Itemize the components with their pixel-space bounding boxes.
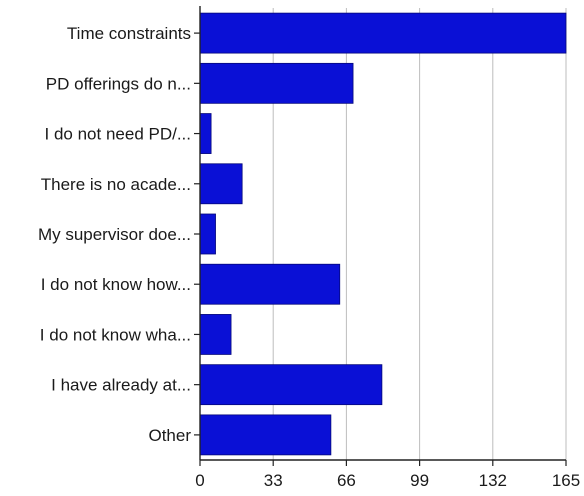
category-label: My supervisor doe... bbox=[38, 225, 191, 244]
category-label: There is no acade... bbox=[41, 175, 191, 194]
category-label: PD offerings do n... bbox=[46, 74, 191, 93]
bars bbox=[199, 12, 567, 456]
x-tick-label: 66 bbox=[337, 471, 356, 490]
bar bbox=[199, 364, 383, 406]
category-label: Other bbox=[148, 426, 191, 445]
x-tick-label: 0 bbox=[195, 471, 204, 490]
bar bbox=[199, 163, 243, 205]
category-label: I do not know wha... bbox=[40, 325, 191, 344]
category-label: I do not know how... bbox=[41, 275, 191, 294]
category-labels: Time constraints PD offerings do n... I do… bbox=[38, 24, 200, 445]
bar bbox=[199, 314, 232, 355]
bar bbox=[199, 414, 332, 456]
bar bbox=[199, 12, 567, 54]
x-tick-label: 33 bbox=[264, 471, 283, 490]
x-tick-label: 99 bbox=[410, 471, 429, 490]
category-label: I do not need PD/... bbox=[45, 125, 191, 144]
bar bbox=[199, 62, 354, 104]
bar bbox=[199, 113, 212, 154]
x-tick-labels: 0 33 66 99 132 165 bbox=[195, 460, 580, 490]
bar bbox=[199, 263, 341, 305]
x-tick-label: 165 bbox=[552, 471, 580, 490]
x-tick-label: 132 bbox=[479, 471, 507, 490]
bar bbox=[199, 213, 216, 255]
category-label: I have already at... bbox=[51, 376, 191, 395]
category-label: Time constraints bbox=[67, 24, 191, 43]
